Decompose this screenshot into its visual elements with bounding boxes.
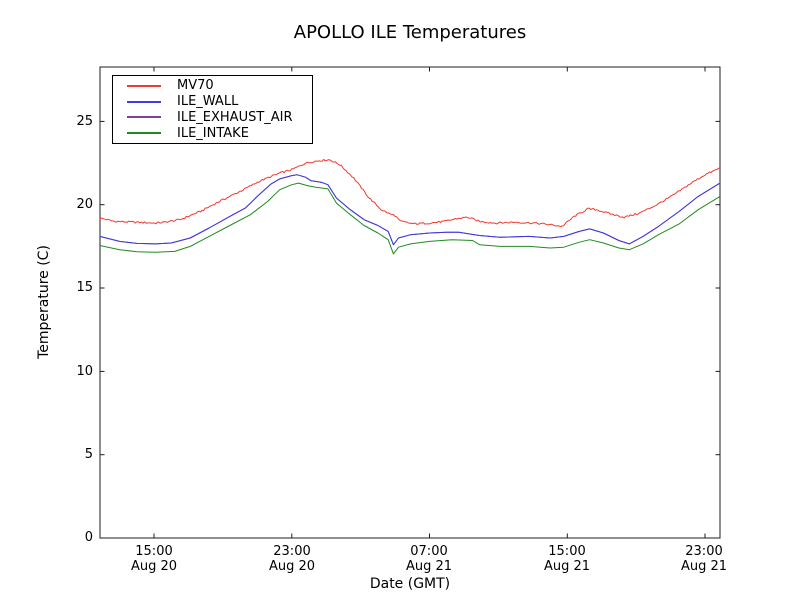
plot-frame: [99, 66, 721, 539]
x-tick-date: Aug 20: [268, 559, 316, 574]
series-line-ILE_EXHAUST_AIR: [99, 174, 721, 246]
legend-entry: ILE_INTAKE: [113, 126, 312, 141]
y-tick-label: 10: [76, 364, 93, 379]
x-axis-label: Date (GMT): [369, 576, 451, 592]
legend-line-sample: [127, 84, 161, 87]
legend-label: MV70: [177, 78, 214, 94]
x-tick-date: Aug 20: [130, 559, 178, 574]
series-line-MV70: [99, 158, 721, 228]
x-tick-label: 23:00 Aug 21: [664, 544, 744, 574]
x-tick-time: 15:00: [548, 544, 586, 559]
legend: MV70 ILE_WALL ILE_EXHAUST_AIR ILE_INTAKE: [112, 75, 313, 144]
x-tick-label: 07:00 Aug 21: [389, 544, 469, 574]
legend-entry: ILE_WALL: [113, 94, 312, 109]
x-tick-date: Aug 21: [680, 559, 728, 574]
legend-line-sample: [127, 132, 161, 135]
series-line-ILE_INTAKE: [99, 182, 721, 255]
series-line-ILE_WALL: [99, 174, 721, 246]
legend-label: ILE_INTAKE: [177, 125, 249, 141]
y-tick-label: 5: [84, 447, 93, 462]
x-tick-date: Aug 21: [543, 559, 591, 574]
y-tick-label: 15: [76, 280, 93, 295]
x-tick-date: Aug 21: [405, 559, 453, 574]
legend-line-sample: [127, 100, 161, 103]
x-tick-label: 23:00 Aug 20: [252, 544, 332, 574]
y-axis-label: Temperature (C): [36, 245, 52, 359]
y-tick-label: 0: [84, 530, 93, 545]
legend-label: ILE_WALL: [177, 94, 239, 110]
x-tick-time: 23:00: [685, 544, 723, 559]
y-tick-label: 25: [76, 114, 93, 129]
y-tick-label: 20: [76, 197, 93, 212]
x-tick-label: 15:00 Aug 20: [114, 544, 194, 574]
legend-entry: ILE_EXHAUST_AIR: [113, 110, 312, 125]
legend-label: ILE_EXHAUST_AIR: [177, 109, 293, 125]
legend-line-sample: [127, 116, 161, 119]
x-tick-time: 23:00: [273, 544, 311, 559]
x-tick-label: 15:00 Aug 21: [527, 544, 607, 574]
chart-title: APOLLO ILE Temperatures: [293, 22, 527, 43]
x-tick-time: 07:00: [410, 544, 448, 559]
legend-entry: MV70: [113, 78, 312, 93]
x-tick-time: 15:00: [135, 544, 173, 559]
